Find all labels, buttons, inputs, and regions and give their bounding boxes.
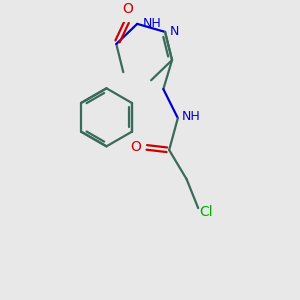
Text: NH: NH bbox=[142, 17, 161, 30]
Text: Cl: Cl bbox=[200, 206, 213, 219]
Text: O: O bbox=[122, 2, 133, 16]
Text: NH: NH bbox=[182, 110, 201, 123]
Text: N: N bbox=[169, 26, 179, 38]
Text: O: O bbox=[130, 140, 141, 154]
